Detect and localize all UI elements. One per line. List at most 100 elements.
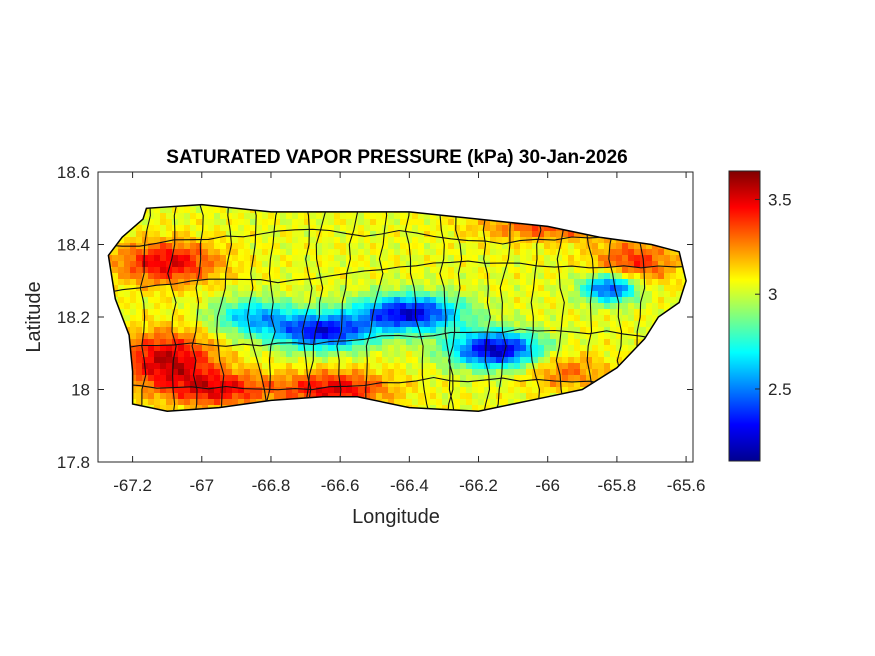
heatmap-cell (190, 345, 197, 352)
heatmap-cell (562, 303, 569, 310)
heatmap-cell (292, 393, 299, 400)
heatmap-cell (160, 237, 167, 244)
heatmap-cell (190, 243, 197, 250)
heatmap-cell (658, 255, 665, 262)
heatmap-cell (622, 267, 629, 274)
heatmap-cell (274, 351, 281, 358)
heatmap-cell (322, 315, 329, 322)
heatmap-cell (388, 339, 395, 346)
heatmap-cell (550, 315, 557, 322)
heatmap-cell (286, 309, 293, 316)
heatmap-cell (178, 315, 185, 322)
heatmap-cell (586, 279, 593, 286)
heatmap-cell (430, 315, 437, 322)
heatmap-cell (190, 357, 197, 364)
heatmap-cell (436, 393, 443, 400)
heatmap-cell (604, 363, 611, 370)
heatmap-cell (112, 285, 119, 292)
heatmap-cell (268, 363, 275, 370)
heatmap-cell (232, 219, 239, 226)
heatmap-cell (208, 381, 215, 388)
heatmap-cell (400, 273, 407, 280)
heatmap-cell (238, 279, 245, 286)
heatmap-cell (520, 375, 527, 382)
heatmap-cell (322, 369, 329, 376)
heatmap-cell (496, 285, 503, 292)
heatmap-cell (286, 357, 293, 364)
heatmap-cell (256, 291, 263, 298)
heatmap-cell (568, 327, 575, 334)
heatmap-cell (220, 207, 227, 214)
heatmap-cell (580, 315, 587, 322)
heatmap-cell (370, 297, 377, 304)
heatmap-cell (148, 207, 155, 214)
heatmap-cell (520, 285, 527, 292)
heatmap-cell (190, 351, 197, 358)
heatmap-cell (406, 225, 413, 232)
heatmap-cell (238, 273, 245, 280)
heatmap-cell (646, 249, 653, 256)
heatmap-cell (244, 231, 251, 238)
heatmap-cell (298, 213, 305, 220)
heatmap-cell (358, 375, 365, 382)
heatmap-cell (364, 225, 371, 232)
heatmap-cell (148, 219, 155, 226)
heatmap-cell (184, 243, 191, 250)
heatmap-cell (460, 219, 467, 226)
heatmap-cell (184, 387, 191, 394)
heatmap-cell (388, 303, 395, 310)
heatmap-cell (436, 339, 443, 346)
heatmap-cell (640, 315, 647, 322)
heatmap-cell (418, 267, 425, 274)
heatmap-cell (310, 237, 317, 244)
heatmap-cell (568, 237, 575, 244)
heatmap-cell (400, 345, 407, 352)
heatmap-cell (232, 315, 239, 322)
heatmap-cell (430, 309, 437, 316)
heatmap-cell (406, 321, 413, 328)
heatmap-cell (430, 237, 437, 244)
heatmap-cell (310, 309, 317, 316)
heatmap-cell (250, 381, 257, 388)
heatmap-cell (190, 369, 197, 376)
heatmap-cell (466, 375, 473, 382)
heatmap-cell (490, 369, 497, 376)
heatmap-cell (136, 387, 143, 394)
heatmap-cell (376, 273, 383, 280)
heatmap-cell (412, 237, 419, 244)
heatmap-cell (172, 291, 179, 298)
heatmap-cell (478, 357, 485, 364)
heatmap-cell (166, 375, 173, 382)
heatmap-cell (124, 279, 131, 286)
heatmap-cell (214, 219, 221, 226)
heatmap-cell (568, 285, 575, 292)
heatmap-cell (526, 339, 533, 346)
heatmap-cell (184, 231, 191, 238)
heatmap-cell (226, 261, 233, 268)
heatmap-cell (466, 297, 473, 304)
heatmap-cell (172, 309, 179, 316)
heatmap-cell (160, 267, 167, 274)
heatmap-cell (394, 309, 401, 316)
heatmap-cell (358, 279, 365, 286)
heatmap-cell (226, 267, 233, 274)
heatmap-cell (400, 225, 407, 232)
heatmap-cell (532, 345, 539, 352)
heatmap-cell (310, 273, 317, 280)
heatmap-cell (466, 399, 473, 406)
heatmap-cell (250, 333, 257, 340)
heatmap-cell (178, 327, 185, 334)
heatmap-cell (574, 255, 581, 262)
heatmap-cell (562, 243, 569, 250)
heatmap-cell (202, 255, 209, 262)
heatmap-cell (310, 381, 317, 388)
heatmap-cell (298, 321, 305, 328)
heatmap-cell (340, 213, 347, 220)
heatmap-cell (652, 315, 659, 322)
heatmap-cell (310, 387, 317, 394)
heatmap-cell (574, 351, 581, 358)
heatmap-cell (178, 261, 185, 268)
heatmap-cell (358, 363, 365, 370)
heatmap-cell (244, 327, 251, 334)
heatmap-cell (370, 273, 377, 280)
